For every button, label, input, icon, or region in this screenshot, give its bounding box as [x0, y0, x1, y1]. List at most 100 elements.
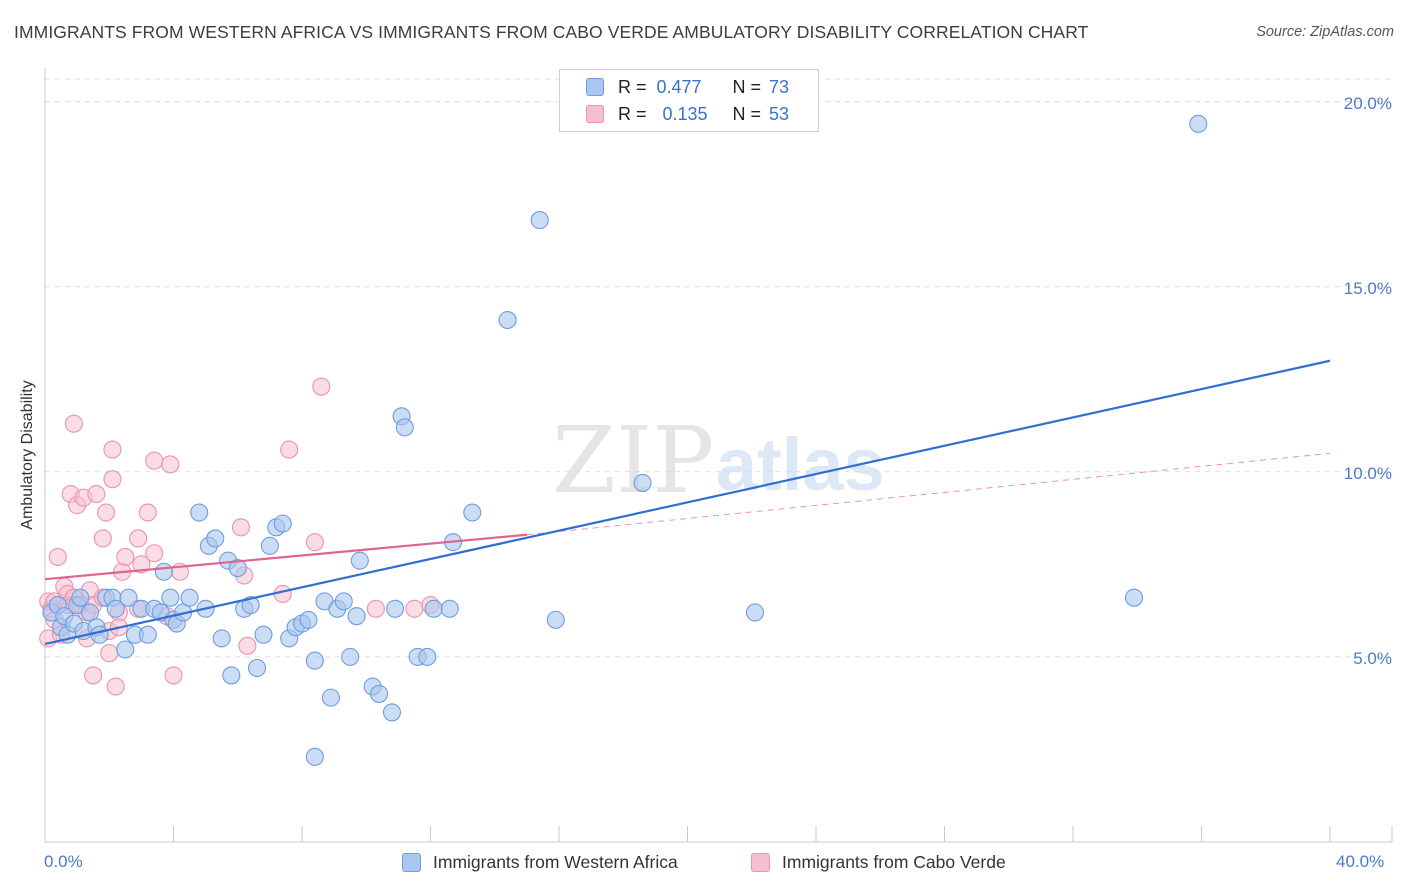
y-tick-label: 5.0% [1353, 648, 1392, 668]
western-africa-point [440, 599, 459, 618]
western-africa-point [119, 588, 138, 607]
western-africa-point [370, 684, 389, 703]
series-swatch-blue [402, 853, 421, 872]
series-legend-western-africa: Immigrants from Western Africa [402, 852, 678, 873]
chart-title: IMMIGRANTS FROM WESTERN AFRICA VS IMMIGR… [14, 22, 1089, 42]
cabo-verde-point [280, 440, 299, 459]
series-label-western-africa: Immigrants from Western Africa [433, 852, 678, 872]
cabo-verde-point [84, 666, 103, 685]
series-swatch-pink [751, 853, 770, 872]
cabo-verde-point [100, 644, 119, 663]
cabo-verde-point [145, 451, 164, 470]
western-africa-point [212, 629, 231, 648]
cabo-verde-point [132, 555, 151, 574]
western-africa-point [273, 514, 292, 533]
western-africa-point [1124, 588, 1144, 607]
x-tick-label-max: 40.0% [1336, 852, 1385, 871]
legend-r-label: R = [618, 103, 647, 124]
legend-r-value: 0.477 [656, 76, 702, 97]
y-tick-label: 15.0% [1343, 278, 1392, 298]
western-africa-point [321, 688, 340, 707]
legend-row-cabo-verde: R = 0.135 N = 53 [586, 103, 789, 125]
legend-swatch-blue [586, 78, 604, 96]
cabo-verde-point [106, 677, 125, 696]
western-africa-point [334, 592, 353, 611]
cabo-verde-point [145, 544, 164, 563]
series-legend-cabo-verde: Immigrants from Cabo Verde [751, 852, 1006, 873]
western-africa-point [190, 503, 209, 522]
cabo-verde-point [231, 518, 251, 537]
western-africa-point [222, 666, 241, 685]
cabo-verde-point [138, 503, 157, 522]
watermark: ZIP atlas [552, 407, 885, 514]
y-tick-label: 20.0% [1343, 93, 1392, 113]
cabo-verde-point [64, 414, 83, 433]
cabo-verde-point [96, 503, 116, 522]
western-africa-point [138, 625, 157, 644]
western-africa-point [260, 536, 279, 555]
cabo-verde-points [39, 377, 440, 696]
cabo-verde-point [103, 440, 122, 459]
western-africa-point [228, 559, 247, 578]
western-africa-point [247, 658, 267, 678]
cabo-verde-point [405, 599, 424, 618]
western-africa-point [206, 529, 225, 548]
western-africa-point [106, 599, 125, 618]
western-africa-point [546, 610, 565, 629]
cabo-verde-trend-extension [526, 452, 1331, 536]
western-africa-point [305, 747, 324, 766]
cabo-verde-point [129, 529, 148, 548]
cabo-verde-point [116, 547, 135, 567]
western-africa-point [382, 703, 402, 722]
legend-n-label: N = [732, 103, 762, 124]
cabo-verde-point [164, 666, 183, 685]
legend-n-value: 53 [769, 103, 790, 124]
cabo-verde-point [238, 636, 257, 655]
western-africa-point [1189, 114, 1208, 133]
cabo-verde-trend-line [44, 533, 527, 581]
cabo-verde-point [48, 547, 67, 567]
western-africa-point [254, 625, 273, 644]
source-label: Source: ZipAtlas.com [1256, 24, 1394, 40]
cabo-verde-point [87, 484, 106, 504]
western-africa-point [424, 599, 443, 618]
legend-n-label: N = [732, 76, 762, 97]
x-tick-label-min: 0.0% [44, 852, 83, 871]
western-africa-point [347, 607, 366, 626]
western-africa-point [90, 625, 109, 644]
western-africa-point [745, 603, 765, 622]
legend-r-label: R = [618, 76, 647, 97]
legend-n-value: 73 [769, 76, 790, 97]
western-africa-point [418, 647, 437, 666]
western-africa-point [71, 588, 90, 607]
western-africa-point [180, 588, 199, 607]
western-africa-point [350, 551, 369, 570]
western-africa-points [42, 114, 1208, 766]
series-label-cabo-verde: Immigrants from Cabo Verde [782, 852, 1006, 872]
legend-swatch-pink [586, 105, 604, 123]
legend-row-western-africa: R = 0.477 N = 73 [586, 76, 789, 98]
western-africa-point [154, 562, 173, 581]
western-africa-point [299, 610, 318, 629]
trend-lines [44, 359, 1331, 646]
cabo-verde-point [103, 470, 122, 489]
western-africa-point [395, 418, 414, 437]
cabo-verde-point [93, 529, 112, 548]
y-tick-label: 10.0% [1343, 463, 1392, 483]
axes [44, 68, 1393, 843]
legend-r-value: 0.135 [662, 103, 708, 124]
y-axis-label: Ambulatory Disability [19, 380, 36, 530]
correlation-legend: R = 0.477 N = 73 R = 0.135 N = 53 [559, 69, 819, 132]
western-africa-point [161, 588, 180, 607]
western-africa-point [386, 599, 405, 618]
western-africa-point [633, 473, 652, 492]
western-africa-point [341, 647, 360, 666]
cabo-verde-point [305, 533, 324, 552]
western-africa-point [241, 596, 260, 615]
western-africa-point [116, 640, 135, 659]
western-africa-point [305, 651, 324, 670]
watermark-zip: ZIP [552, 407, 714, 514]
cabo-verde-point [161, 455, 180, 474]
western-africa-point [530, 211, 549, 230]
